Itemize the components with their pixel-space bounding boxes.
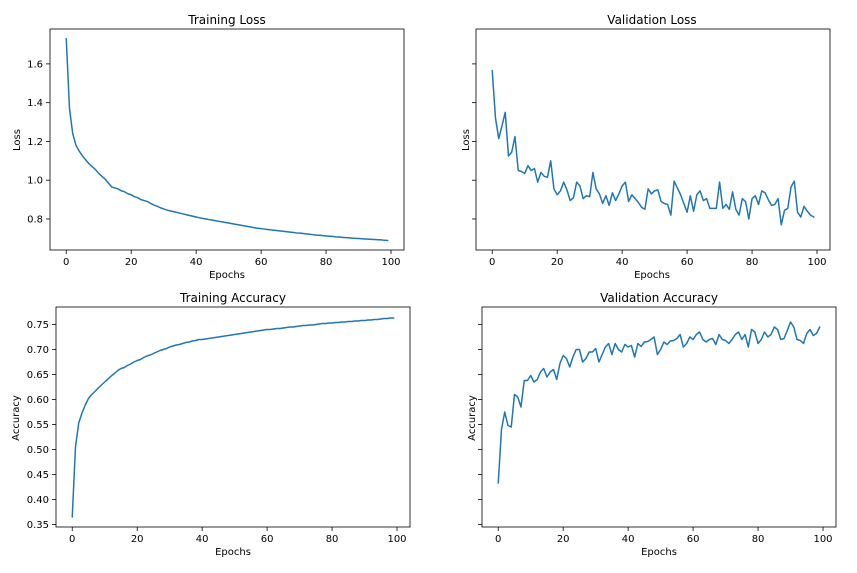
training-accuracy-ytick-label: 0.40 [27, 495, 49, 506]
training-loss-xtick-label: 80 [320, 257, 333, 268]
validation-loss-panel: Validation Loss Epochs Loss 0 20 40 60 80 100 [461, 13, 831, 281]
training-accuracy-xticks: 0 20 40 60 80 100 [69, 527, 407, 545]
training-accuracy-xtick-label: 40 [196, 534, 209, 545]
validation-loss-line [491, 69, 815, 226]
training-accuracy-xtick-label: 100 [387, 534, 406, 545]
validation-loss-axes-frame [475, 28, 831, 251]
training-accuracy-title: Training Accuracy [179, 291, 286, 305]
validation-accuracy-xticks: 0 20 40 60 80 100 [495, 527, 833, 545]
training-accuracy-ytick-label: 0.60 [27, 395, 49, 406]
training-accuracy-ytick-label: 0.75 [27, 320, 49, 331]
validation-accuracy-xtick-label: 100 [813, 534, 832, 545]
training-loss-ytick-label: 1.4 [27, 98, 43, 109]
validation-loss-xticks: 0 20 40 60 80 100 [489, 250, 827, 268]
training-accuracy-xtick-label: 60 [261, 534, 274, 545]
validation-loss-xlabel: Epochs [634, 270, 670, 281]
validation-loss-xtick-label: 20 [551, 257, 564, 268]
validation-accuracy-xtick-label: 80 [752, 534, 765, 545]
training-loss-ytick-label: 0.8 [27, 214, 43, 225]
training-loss-panel: Training Loss Epochs Loss 0 20 40 60 80 100 0… [12, 13, 405, 281]
training-accuracy-ytick-label: 0.35 [27, 520, 49, 531]
training-loss-xtick-label: 40 [190, 257, 203, 268]
training-accuracy-line [71, 317, 395, 518]
training-accuracy-ytick-label: 0.45 [27, 470, 49, 481]
training-accuracy-panel: Training Accuracy Epochs Accuracy 0 20 40 6… [11, 291, 411, 558]
validation-accuracy-axes-frame [481, 306, 837, 528]
training-accuracy-axes-frame [55, 306, 411, 528]
validation-accuracy-yticks [478, 324, 482, 525]
validation-accuracy-ylabel: Accuracy [467, 395, 478, 441]
validation-loss-ylabel: Loss [461, 129, 472, 151]
training-loss-ytick-label: 1.6 [27, 59, 43, 70]
training-loss-xtick-label: 0 [63, 257, 69, 268]
validation-accuracy-xlabel: Epochs [641, 547, 677, 558]
training-accuracy-ytick-label: 0.65 [27, 370, 49, 381]
validation-loss-xtick-label: 0 [489, 257, 495, 268]
validation-loss-xtick-label: 100 [807, 257, 826, 268]
training-accuracy-xlabel: Epochs [215, 547, 251, 558]
training-loss-line [65, 37, 389, 242]
training-accuracy-xtick-label: 20 [131, 534, 144, 545]
training-loss-xlabel: Epochs [209, 270, 245, 281]
validation-accuracy-xtick-label: 40 [622, 534, 635, 545]
training-loss-title: Training Loss [187, 13, 265, 27]
training-accuracy-ytick-label: 0.50 [27, 445, 49, 456]
validation-accuracy-xtick-label: 60 [687, 534, 700, 545]
validation-accuracy-line [497, 321, 821, 484]
training-loss-ytick-label: 1.2 [27, 137, 43, 148]
training-accuracy-xtick-label: 80 [326, 534, 339, 545]
validation-accuracy-panel: Validation Accuracy Epochs Accuracy 0 20 4… [467, 291, 837, 558]
training-loss-xtick-label: 20 [125, 257, 138, 268]
training-loss-axes-frame [49, 28, 405, 251]
training-loss-xticks: 0 20 40 60 80 100 [63, 250, 401, 268]
training-accuracy-ytick-label: 0.70 [27, 345, 49, 356]
validation-accuracy-xtick-label: 0 [495, 534, 501, 545]
validation-loss-xtick-label: 60 [681, 257, 694, 268]
training-loss-ytick-label: 1.0 [27, 176, 43, 187]
validation-loss-title: Validation Loss [607, 13, 696, 27]
validation-loss-xtick-label: 80 [746, 257, 759, 268]
validation-accuracy-xtick-label: 20 [557, 534, 570, 545]
validation-accuracy-title: Validation Accuracy [600, 291, 718, 305]
training-accuracy-ylabel: Accuracy [11, 395, 22, 441]
validation-loss-yticks [472, 63, 476, 220]
training-accuracy-xtick-label: 0 [69, 534, 75, 545]
training-loss-ylabel: Loss [12, 129, 23, 151]
training-accuracy-ytick-label: 0.55 [27, 420, 49, 431]
training-loss-xtick-label: 60 [255, 257, 268, 268]
training-loss-xtick-label: 100 [381, 257, 400, 268]
training-accuracy-yticks: 0.35 0.40 0.45 0.50 0.55 0.60 0.65 0.70 0.75 [27, 320, 56, 531]
training-loss-yticks: 0.8 1.0 1.2 1.4 1.6 [27, 59, 50, 225]
validation-loss-xtick-label: 40 [616, 257, 629, 268]
